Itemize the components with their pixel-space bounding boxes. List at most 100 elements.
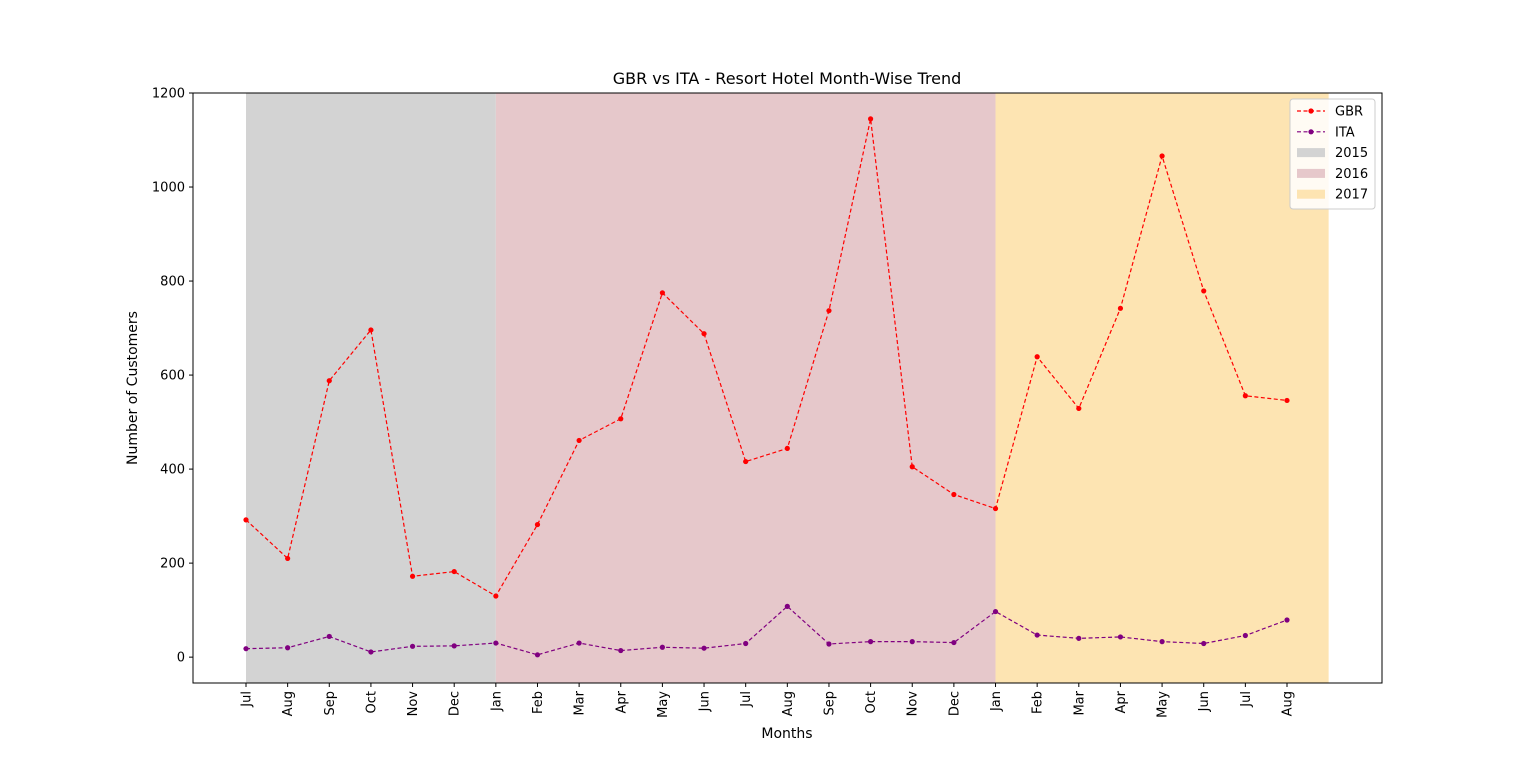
y-tick-label-200: 200 xyxy=(160,557,185,572)
x-tick-label-18: Jan xyxy=(989,691,1004,712)
point-gbr-6 xyxy=(493,593,499,599)
series-line-gbr xyxy=(245,118,1288,597)
point-ita-8 xyxy=(576,640,582,646)
point-ita-21 xyxy=(1117,634,1124,640)
x-tick-label-9: Apr xyxy=(614,690,629,713)
point-gbr-25 xyxy=(1284,397,1290,404)
legend-marker-ita xyxy=(1308,129,1314,135)
point-gbr-13 xyxy=(784,445,790,452)
x-tick-label-25: Aug xyxy=(1281,691,1296,716)
x-tick-label-19: Feb xyxy=(1031,691,1046,714)
x-tick-label-12: Jul xyxy=(739,691,754,708)
legend-label-gbr: GBR xyxy=(1335,105,1363,120)
point-ita-1 xyxy=(285,645,291,651)
y-tick-label-400: 400 xyxy=(160,463,185,478)
legend-box xyxy=(1289,98,1376,210)
point-ita-3 xyxy=(368,649,374,655)
x-tick-label-20: Mar xyxy=(1072,690,1087,715)
legend-swatch-2015 xyxy=(1297,148,1325,158)
point-gbr-9 xyxy=(618,416,624,422)
point-gbr-7 xyxy=(534,521,541,528)
band-2016 xyxy=(495,93,996,683)
y-tick-label-1200: 1200 xyxy=(152,87,185,102)
x-tick-label-1: Aug xyxy=(281,691,296,716)
x-tick-label-13: Aug xyxy=(781,691,796,716)
legend-swatch-2017 xyxy=(1297,189,1325,199)
point-gbr-1 xyxy=(285,555,291,562)
x-tick-label-8: Mar xyxy=(573,690,588,715)
x-tick-label-21: Apr xyxy=(1114,690,1129,713)
x-tick-label-5: Dec xyxy=(448,691,463,716)
legend-label-2017: 2017 xyxy=(1335,188,1368,203)
point-ita-23 xyxy=(1201,640,1207,647)
series-line-ita xyxy=(245,605,1288,656)
point-ita-22 xyxy=(1159,639,1165,645)
y-axis: 0 200 400 600 800 1000 1200 xyxy=(152,87,193,666)
point-ita-19 xyxy=(1034,632,1040,638)
point-gbr-16 xyxy=(909,464,915,470)
point-ita-6 xyxy=(493,640,499,646)
point-gbr-5 xyxy=(451,568,457,575)
x-tick-label-14: Sep xyxy=(822,691,837,716)
point-ita-12 xyxy=(743,640,749,647)
point-gbr-23 xyxy=(1201,288,1207,294)
legend-marker-gbr xyxy=(1308,108,1314,114)
point-gbr-21 xyxy=(1117,305,1124,311)
point-gbr-20 xyxy=(1076,405,1082,412)
point-gbr-19 xyxy=(1034,354,1040,360)
point-gbr-10 xyxy=(659,290,666,296)
point-gbr-0 xyxy=(243,517,249,523)
legend-swatch-2016 xyxy=(1297,168,1325,178)
point-ita-10 xyxy=(659,644,666,650)
point-ita-7 xyxy=(534,652,541,658)
legend-label-2016: 2016 xyxy=(1335,167,1368,182)
point-gbr-2 xyxy=(326,378,332,384)
x-axis: Jul Aug Sep Oct Nov Dec Jan Feb Mar Apr May Jun Jul A… xyxy=(240,683,1296,718)
legend-label-ita: ITA xyxy=(1335,125,1355,140)
point-ita-14 xyxy=(826,641,832,647)
x-tick-label-10: May xyxy=(656,691,671,718)
x-axis-title: Months xyxy=(761,726,812,742)
point-ita-5 xyxy=(451,643,457,649)
point-gbr-3 xyxy=(368,327,374,333)
point-gbr-12 xyxy=(743,458,749,465)
band-2017 xyxy=(995,93,1329,683)
point-gbr-4 xyxy=(409,573,416,579)
y-tick-label-1000: 1000 xyxy=(152,181,185,196)
point-gbr-17 xyxy=(951,491,957,498)
point-ita-2 xyxy=(326,633,332,640)
point-gbr-18 xyxy=(992,505,999,512)
x-tick-label-3: Oct xyxy=(364,691,379,713)
series-lines xyxy=(243,116,1290,658)
y-tick-label-600: 600 xyxy=(160,369,185,384)
y-tick-label-0: 0 xyxy=(177,651,185,666)
y-tick-label-800: 800 xyxy=(160,275,185,290)
legend: GBR ITA 2015 2016 2017 xyxy=(1289,98,1376,210)
legend-label-2015: 2015 xyxy=(1335,146,1368,161)
point-gbr-8 xyxy=(576,437,582,444)
point-gbr-22 xyxy=(1159,153,1165,159)
x-tick-label-22: May xyxy=(1156,691,1171,718)
x-tick-label-17: Dec xyxy=(947,691,962,716)
point-ita-24 xyxy=(1242,632,1248,639)
point-ita-9 xyxy=(618,647,624,654)
chart-title: GBR vs ITA - Resort Hotel Month-Wise Tre… xyxy=(613,69,962,88)
point-ita-17 xyxy=(951,639,957,646)
x-tick-label-2: Sep xyxy=(323,691,338,716)
point-gbr-11 xyxy=(701,331,707,337)
point-ita-13 xyxy=(784,603,790,609)
x-tick-label-24: Jul xyxy=(1239,691,1254,708)
band-2015 xyxy=(246,93,496,683)
y-axis-title: Number of Customers xyxy=(125,311,141,465)
point-ita-11 xyxy=(701,645,707,651)
x-tick-label-23: Jun xyxy=(1197,691,1212,712)
year-bands xyxy=(246,93,1329,683)
point-ita-25 xyxy=(1284,617,1290,623)
x-tick-label-7: Feb xyxy=(531,691,546,714)
point-ita-4 xyxy=(409,643,416,649)
x-tick-label-0: Jul xyxy=(240,691,255,708)
point-ita-18 xyxy=(992,608,999,615)
point-ita-20 xyxy=(1076,635,1082,641)
